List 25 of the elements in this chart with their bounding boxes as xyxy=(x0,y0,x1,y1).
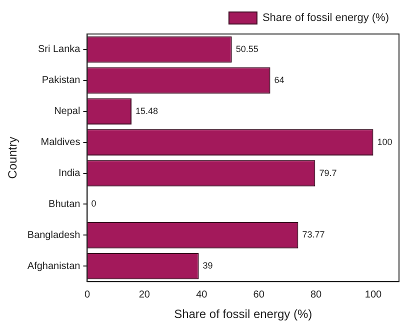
data-label: 50.55 xyxy=(236,44,258,54)
data-label: 64 xyxy=(274,74,284,85)
x-tick-label: 100 xyxy=(364,289,382,300)
y-tick-label: Pakistan xyxy=(42,75,80,86)
legend-label: Share of fossil energy (%) xyxy=(262,12,390,24)
y-tick-label: Nepal xyxy=(54,106,80,118)
y-tick-label: Sri Lanka xyxy=(38,44,81,56)
y-tick-label: Maldives xyxy=(40,137,80,148)
data-label: 73.77 xyxy=(302,230,325,240)
x-tick-label: 80 xyxy=(310,289,322,300)
data-label: 15.48 xyxy=(136,106,158,116)
y-axis-title: Country xyxy=(6,136,20,179)
y-tick-label: Afghanistan xyxy=(27,260,80,272)
y-tick-label: India xyxy=(58,168,81,180)
x-tick-label: 20 xyxy=(138,289,150,300)
y-tick-label: Bhutan xyxy=(48,198,80,210)
x-tick-label: 40 xyxy=(196,289,208,300)
data-label: 0 xyxy=(91,198,96,209)
x-tick-label: 0 xyxy=(84,289,90,300)
y-tick-label: Bangladesh xyxy=(27,230,80,241)
data-label: 79.7 xyxy=(319,168,337,178)
x-axis-title: Share of fossil energy (%) xyxy=(174,307,312,322)
data-label: 39 xyxy=(202,260,213,271)
x-tick-label: 60 xyxy=(253,289,265,300)
data-label: 100 xyxy=(377,136,392,147)
